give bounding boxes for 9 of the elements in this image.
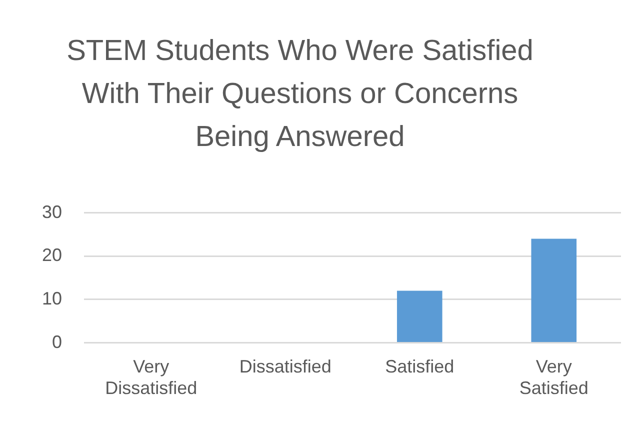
x-tick-label: Very Dissatisfied — [105, 356, 198, 398]
x-tick-label: Dissatisfied — [239, 356, 332, 377]
chart-title: STEM Students Who Were Satisfied With Their Questions or Concerns Being Answered — [66, 34, 534, 155]
y-tick-label: 30 — [42, 202, 62, 222]
x-tick-label: Very Satisfied — [519, 356, 588, 398]
x-tick-label: Satisfied — [385, 356, 454, 377]
y-tick-label: 20 — [42, 245, 62, 266]
y-tick-label: 0 — [52, 332, 62, 352]
y-tick-label: 10 — [42, 288, 62, 308]
